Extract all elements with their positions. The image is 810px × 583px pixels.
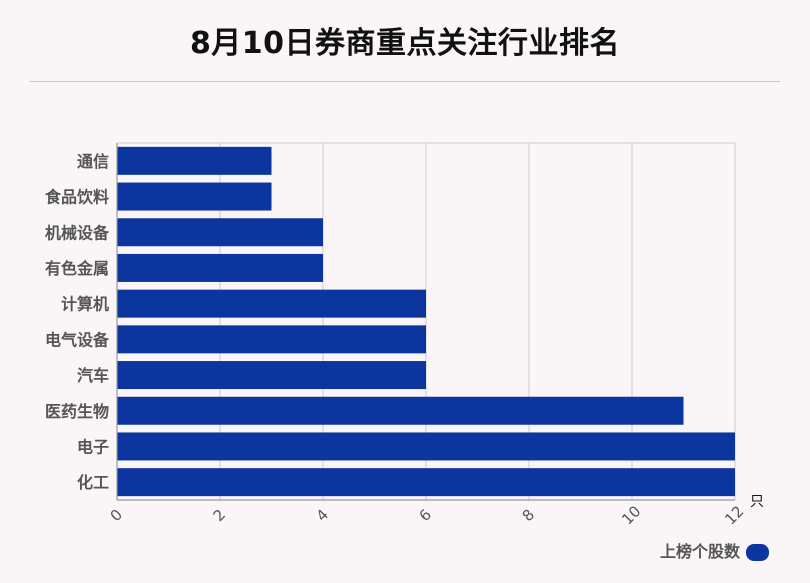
category-label: 通信 [77, 152, 109, 171]
legend-swatch [746, 544, 769, 561]
bar [117, 289, 426, 318]
tick-labels: 0 2 4 6 8 10 12 [107, 502, 748, 528]
bar [117, 432, 735, 461]
bar [117, 468, 735, 497]
category-label: 食品饮料 [44, 188, 109, 207]
legend: 上榜个股数 [660, 542, 769, 561]
chart-title: 8月10日券商重点关注行业排名 [189, 26, 621, 61]
category-label: 有色金属 [45, 259, 109, 278]
bar [117, 361, 426, 390]
legend-label: 上榜个股数 [660, 542, 741, 561]
bars [117, 146, 735, 497]
category-label: 化工 [77, 473, 109, 492]
bar [117, 253, 323, 282]
bar [117, 218, 323, 247]
category-label: 汽车 [77, 366, 109, 385]
x-tick-label: 2 [210, 506, 229, 525]
category-label: 电气设备 [45, 330, 110, 349]
title-divider [30, 81, 780, 82]
bar [117, 146, 272, 175]
category-label: 计算机 [61, 295, 109, 314]
category-label: 机械设备 [45, 223, 110, 242]
x-unit-label: 只 [750, 494, 764, 510]
x-tick-label: 10 [618, 502, 644, 528]
axes [116, 143, 735, 501]
x-tick-label: 12 [721, 502, 747, 528]
x-tick-label: 6 [416, 506, 435, 525]
category-label: 医药生物 [45, 402, 109, 421]
x-tick-label: 8 [519, 506, 538, 525]
x-tick-label: 0 [107, 506, 126, 525]
bar [117, 325, 426, 354]
bar [117, 396, 684, 425]
category-label: 电子 [77, 437, 109, 456]
bar [117, 182, 272, 211]
x-tick-label: 4 [313, 506, 332, 525]
